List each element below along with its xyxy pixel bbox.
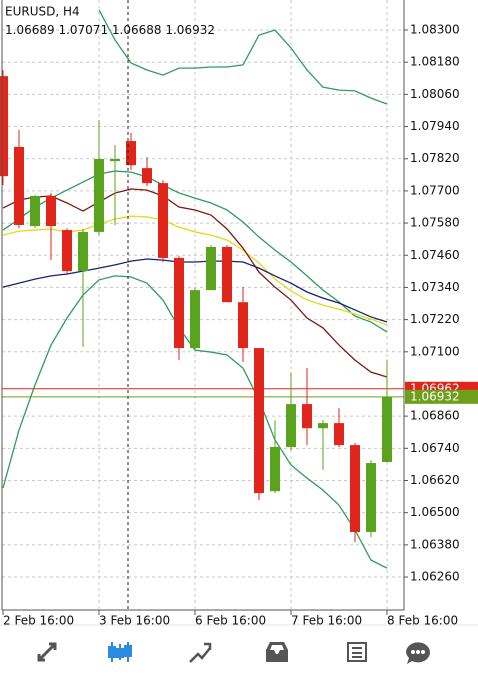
candle-body [158,183,168,258]
news-button[interactable] [347,642,367,662]
y-tick-label: 1.06500 [410,505,460,519]
price-tag [405,389,478,404]
y-tick-label: 1.07820 [410,151,460,165]
y-tick-label: 1.08300 [410,23,460,37]
candle-body [382,396,392,462]
candle-body [142,168,152,184]
candle-body [366,463,376,532]
x-tick-label: 8 Feb 16:00 [387,614,458,628]
candle-body [126,141,136,166]
x-tick-label: 2 Feb 16:00 [3,614,74,628]
y-tick-label: 1.07220 [410,312,460,326]
candle-body [302,404,312,429]
ohlc-open: 1.06689 [5,23,55,37]
price-tag-label: 1.06932 [410,389,460,403]
ohlc-high: 1.07071 [58,23,108,37]
candle-body [190,290,200,349]
history-button[interactable] [266,642,288,662]
candle-body [14,146,24,225]
quotes-button[interactable] [37,642,57,662]
chart-title: EURUSD, H4 [5,5,80,19]
y-tick-label: 1.06620 [410,473,460,487]
candle-body [46,196,56,227]
candle-body [30,196,40,227]
y-tick-label: 1.07700 [410,183,460,197]
chat-button[interactable] [406,642,430,664]
candle-body [110,159,120,162]
y-tick-label: 1.06260 [410,570,460,584]
ohlc-low: 1.06688 [112,23,162,37]
y-tick-label: 1.07460 [410,248,460,262]
y-tick-label: 1.06740 [410,441,460,455]
y-tick-label: 1.07100 [410,344,460,358]
candle-body [286,404,296,447]
candle-body [270,446,280,492]
trade-button[interactable] [189,642,212,663]
y-tick-label: 1.06380 [410,537,460,551]
candle-body [174,257,184,349]
y-tick-label: 1.08180 [410,55,460,69]
candle-body [334,423,344,446]
indicator-line [2,188,388,378]
ohlc-close: 1.06932 [165,23,215,37]
x-tick-label: 7 Feb 16:00 [291,614,362,628]
y-tick-label: 1.06860 [410,409,460,423]
indicator-line [98,9,388,105]
x-tick-label: 6 Feb 16:00 [195,614,266,628]
x-tick-label: 3 Feb 16:00 [99,614,170,628]
candle-body [62,230,72,272]
chart-button[interactable] [108,642,132,662]
indicator-line [2,170,388,333]
plot [0,0,404,610]
candle-body [350,445,360,532]
y-tick-label: 1.07580 [410,216,460,230]
candle-body [254,348,264,494]
y-tick-label: 1.07340 [410,280,460,294]
candle-body [0,76,8,177]
y-tick-label: 1.08060 [410,87,460,101]
candle-body [222,246,232,303]
ohlc-readout: 1.06689 1.07071 1.06688 1.06932 [5,23,215,37]
candle-body [78,231,88,272]
y-tick-label: 1.07940 [410,119,460,133]
candle-body [318,423,328,429]
candle-body [206,246,216,291]
candle-body [94,159,104,232]
candle-body [238,302,248,349]
